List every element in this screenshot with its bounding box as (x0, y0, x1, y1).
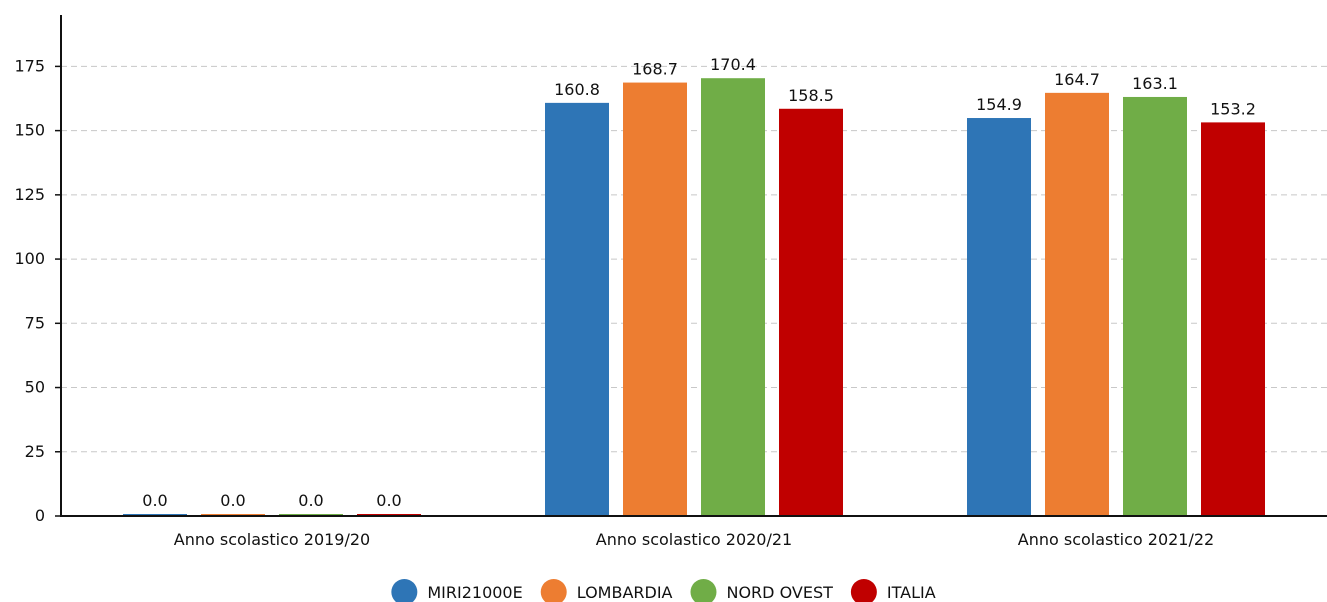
y-tick-label: 150 (14, 121, 45, 140)
data-label: 164.7 (1054, 70, 1100, 89)
bar (779, 108, 843, 517)
bar (1123, 96, 1187, 516)
bars (123, 78, 1265, 517)
x-category-label: Anno scolastico 2021/22 (1018, 530, 1214, 549)
data-label: 160.8 (554, 80, 600, 99)
data-label: 0.0 (376, 491, 401, 510)
y-tick-label: 25 (25, 442, 45, 461)
data-label: 170.4 (710, 55, 756, 74)
data-label: 158.5 (788, 86, 834, 105)
legend-item: NORD OVEST (690, 579, 833, 602)
y-tick-label: 100 (14, 249, 45, 268)
legend-label: LOMBARDIA (577, 583, 673, 602)
legend-label: MIRI21000E (427, 583, 522, 602)
legend-swatch (391, 579, 418, 602)
x-category-label: Anno scolastico 2020/21 (596, 530, 792, 549)
bar (545, 102, 609, 517)
legend-swatch (540, 579, 567, 602)
data-label: 0.0 (220, 491, 245, 510)
bar (967, 118, 1031, 516)
bar (1045, 92, 1109, 517)
legend-swatch (850, 579, 877, 602)
legend: MIRI21000E LOMBARDIA NORD OVEST ITALIA (391, 579, 936, 602)
bar (623, 82, 687, 516)
y-tick-label: 50 (25, 378, 45, 397)
y-tick-label: 0 (35, 506, 45, 525)
grid-lines (61, 65, 1327, 453)
legend-item: ITALIA (850, 579, 936, 602)
x-category-label: Anno scolastico 2019/20 (174, 530, 370, 549)
y-tick-label: 125 (14, 185, 45, 204)
y-tick-label: 175 (14, 56, 45, 75)
x-category-labels: Anno scolastico 2019/20 Anno scolastico 2… (174, 530, 1214, 549)
bar (1201, 122, 1265, 516)
data-label: 153.2 (1210, 99, 1256, 118)
legend-item: LOMBARDIA (540, 579, 673, 602)
y-tick-labels: 0 25 50 75 100 125 150 175 (14, 56, 61, 525)
legend-label: NORD OVEST (726, 583, 833, 602)
data-label: 0.0 (142, 491, 167, 510)
data-label: 163.1 (1132, 74, 1178, 93)
axes (60, 15, 1327, 517)
legend-swatch (690, 579, 717, 602)
bar (701, 78, 765, 517)
data-label: 168.7 (632, 60, 678, 79)
y-tick-label: 75 (25, 313, 45, 332)
data-label: 154.9 (976, 95, 1022, 114)
legend-item: MIRI21000E (391, 579, 523, 602)
legend-label: ITALIA (887, 583, 936, 602)
data-label: 0.0 (298, 491, 323, 510)
data-labels: 0.0 0.0 0.0 0.0 160.8 168.7 170.4 158.5 154.9 164… (142, 55, 1256, 510)
